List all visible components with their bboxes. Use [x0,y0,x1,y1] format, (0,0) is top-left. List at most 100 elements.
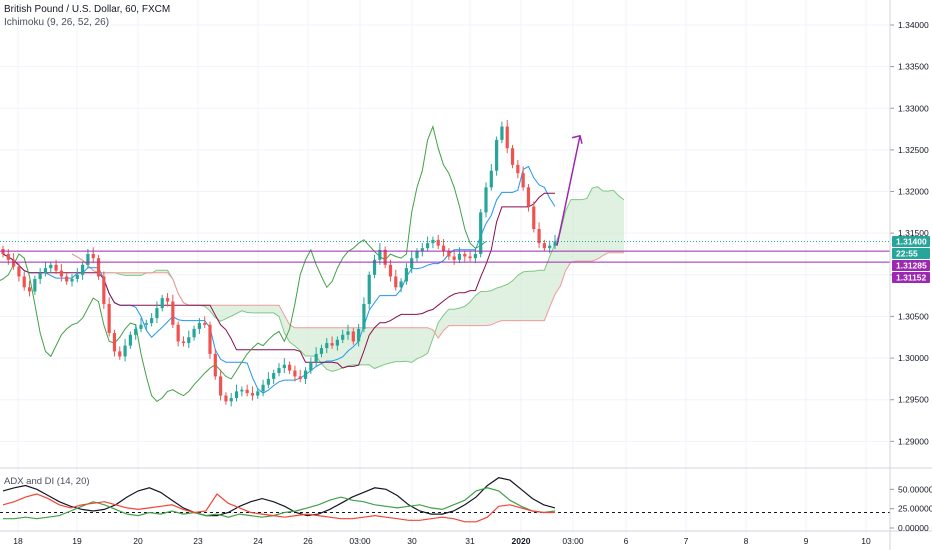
candle[interactable] [192,325,196,341]
candle[interactable] [542,239,546,252]
candle[interactable] [118,346,122,360]
candle[interactable] [12,253,16,270]
candle[interactable] [176,321,180,347]
candle[interactable] [70,273,74,287]
candle[interactable] [96,254,101,280]
candle[interactable] [521,166,525,191]
candle[interactable] [420,243,424,257]
candle[interactable] [288,361,292,374]
candle[interactable] [378,243,382,265]
candle[interactable] [537,222,541,249]
candle[interactable] [415,248,419,262]
projection-arrow[interactable] [556,134,583,246]
candle[interactable] [346,324,350,340]
arrow-head[interactable] [571,134,583,144]
candle[interactable] [91,247,95,264]
candle[interactable] [473,247,477,264]
candle[interactable] [107,297,111,337]
candle[interactable] [351,328,355,345]
candle[interactable] [197,318,201,334]
candle[interactable] [335,336,339,351]
candle[interactable] [171,294,175,329]
candle[interactable] [27,280,32,297]
candle[interactable] [341,329,345,344]
candle[interactable] [229,393,233,407]
candle[interactable] [224,392,228,405]
candle[interactable] [22,271,26,291]
candle[interactable] [457,247,462,264]
candle[interactable] [510,144,515,169]
candle[interactable] [367,271,371,309]
candle[interactable] [181,336,186,347]
candle[interactable] [65,273,69,285]
candle[interactable] [59,263,63,282]
candle[interactable] [484,182,488,218]
candle[interactable] [325,338,329,354]
candle[interactable] [298,369,302,383]
candle[interactable] [33,275,37,295]
candlesticks[interactable] [1,119,557,407]
candle[interactable] [160,294,164,312]
candle[interactable] [38,268,42,284]
candle[interactable] [495,136,499,176]
candle[interactable] [150,313,154,327]
candle[interactable] [256,388,260,399]
candle[interactable] [357,323,361,347]
candle[interactable] [505,119,509,154]
candle[interactable] [330,336,334,349]
candle[interactable] [245,384,249,397]
candle[interactable] [489,164,493,191]
candle[interactable] [86,248,90,269]
candle[interactable] [309,357,313,374]
candle[interactable] [394,269,398,291]
candle[interactable] [75,268,79,283]
time-axis[interactable]: 18 19 20 23 24 26 03:00 30 31 2020 03:00 6 7 8 9 10 [13,536,871,546]
candle[interactable] [213,348,217,380]
candle[interactable] [431,236,435,249]
candle[interactable] [463,250,467,262]
candle[interactable] [203,316,207,329]
candle[interactable] [526,184,531,212]
candle[interactable] [272,369,276,384]
candle[interactable] [282,358,286,374]
candle[interactable] [81,261,85,280]
candle[interactable] [187,330,191,349]
candle[interactable] [155,301,159,324]
candle[interactable] [441,238,446,257]
candle[interactable] [516,159,520,179]
candle[interactable] [112,329,117,357]
candle[interactable] [303,367,308,384]
candle[interactable] [500,121,504,144]
candle[interactable] [532,201,536,233]
candle[interactable] [240,386,244,397]
candle[interactable] [293,365,297,382]
candle[interactable] [208,321,212,359]
candle[interactable] [165,293,170,307]
candle[interactable] [479,209,483,258]
candle[interactable] [314,347,318,368]
arrow-shaft[interactable] [556,135,581,246]
candle[interactable] [468,251,472,262]
candle[interactable] [319,344,324,358]
candle[interactable] [134,323,138,340]
candle[interactable] [123,338,127,362]
candle[interactable] [404,263,408,285]
candle[interactable] [426,236,430,252]
candle[interactable] [17,263,21,282]
candle[interactable] [266,372,270,389]
candle[interactable] [388,259,393,282]
candle[interactable] [102,271,106,309]
candle[interactable] [447,248,451,260]
candle[interactable] [399,278,403,293]
horizontal-levels[interactable] [0,240,890,263]
candle[interactable] [362,297,366,333]
candle[interactable] [219,369,223,401]
candle[interactable] [277,363,281,377]
candle[interactable] [452,251,456,265]
candle[interactable] [43,261,48,277]
candle[interactable] [261,379,265,397]
candle[interactable] [128,331,132,349]
candle[interactable] [372,254,377,279]
candle[interactable] [234,384,239,402]
